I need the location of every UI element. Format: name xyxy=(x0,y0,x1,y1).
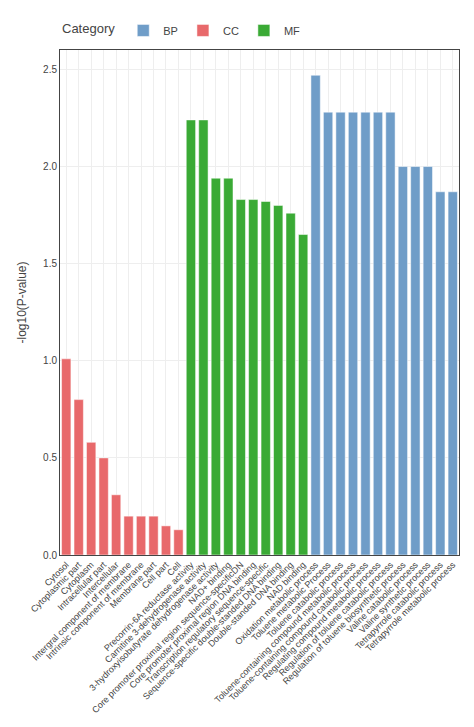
svg-text:MF: MF xyxy=(284,25,300,37)
svg-text:Cell: Cell xyxy=(165,560,183,578)
svg-text:Intergral component of membran: Intergral component of membrane xyxy=(30,560,133,663)
svg-text:Toluene-containing compound ca: Toluene-containing compound catabolic pr… xyxy=(227,559,370,702)
svg-text:Oxidation metabolic process: Oxidation metabolic process xyxy=(233,559,320,646)
svg-text:Intrinsic component of membran: Intrinsic component of membrane xyxy=(44,560,146,662)
svg-text:Valine catabolic process: Valine catabolic process xyxy=(345,559,421,635)
svg-text:Core promoter proximal region: Core promoter proximal region sequence-s… xyxy=(90,560,245,715)
svg-text:BP: BP xyxy=(163,25,178,37)
svg-text:0.5: 0.5 xyxy=(43,452,57,463)
svg-text:Cytosol: Cytosol xyxy=(43,560,71,588)
svg-text:Tetrapyrrole catabolic process: Tetrapyrrole catabolic process xyxy=(353,559,445,651)
svg-text:Category: Category xyxy=(62,21,115,36)
svg-text:Regulating compound metabolic: Regulating compound metabolic process xyxy=(261,559,383,681)
svg-text:Double-standed DNA binding: Double-standed DNA binding xyxy=(206,560,295,649)
svg-text:2.5: 2.5 xyxy=(43,64,57,75)
svg-text:Cell part: Cell part xyxy=(140,559,171,590)
svg-text:Sequence-specific double-stand: Sequence-specific double-standed DNA bin… xyxy=(141,560,283,702)
svg-text:Carnitine 3-dehydrogenase acti: Carnitine 3-dehydrogenase activity xyxy=(103,559,208,664)
svg-text:Cytoplasmic part: Cytoplasmic part xyxy=(29,559,84,614)
svg-text:Intercellular: Intercellular xyxy=(81,560,121,600)
svg-text:Valine synthetic process: Valine synthetic process xyxy=(357,559,433,635)
svg-text:3-hydroxyisobutyrate dehydroge: 3-hydroxyisobutyrate dehydrogenase activ… xyxy=(87,559,220,692)
svg-text:Precorrin-6A reductase activit: Precorrin-6A reductase activity xyxy=(102,559,196,653)
svg-text:Toluene catabolic process: Toluene catabolic process xyxy=(265,559,346,640)
svg-text:-log10(P-value): -log10(P-value) xyxy=(15,261,29,343)
svg-text:2.0: 2.0 xyxy=(43,161,57,172)
svg-text:Cytoplasm: Cytoplasm xyxy=(59,560,96,597)
svg-text:Core promoter proximal region: Core promoter proximal region DNA bindin… xyxy=(127,560,258,691)
svg-text:Regulation of toluene cataboli: Regulation of toluene catabolic process xyxy=(277,559,396,678)
svg-text:1.5: 1.5 xyxy=(43,258,57,269)
svg-text:0.0: 0.0 xyxy=(43,550,57,561)
svg-text:NAD binding: NAD binding xyxy=(265,560,308,603)
svg-text:Transcription regulatory seque: Transcription regulatory sequence-specif… xyxy=(144,559,271,686)
svg-text:Intracellular part: Intracellular part xyxy=(56,559,109,612)
svg-text:Tetrapyrrole metabolic process: Tetrapyrrole metabolic process xyxy=(364,559,458,653)
svg-text:Regulation of toluene biosynth: Regulation of toluene biosynthetic proce… xyxy=(281,559,408,686)
svg-text:NAD+ binding: NAD+ binding xyxy=(186,560,233,607)
svg-text:Toluene metabolic Process: Toluene metabolic Process xyxy=(250,559,333,642)
svg-text:Toluene-containing compound me: Toluene-containing compound metabolic pr… xyxy=(213,559,358,704)
svg-text:Membrane part: Membrane part xyxy=(108,559,159,610)
svg-text:1.0: 1.0 xyxy=(43,355,57,366)
svg-text:CC: CC xyxy=(223,25,239,37)
